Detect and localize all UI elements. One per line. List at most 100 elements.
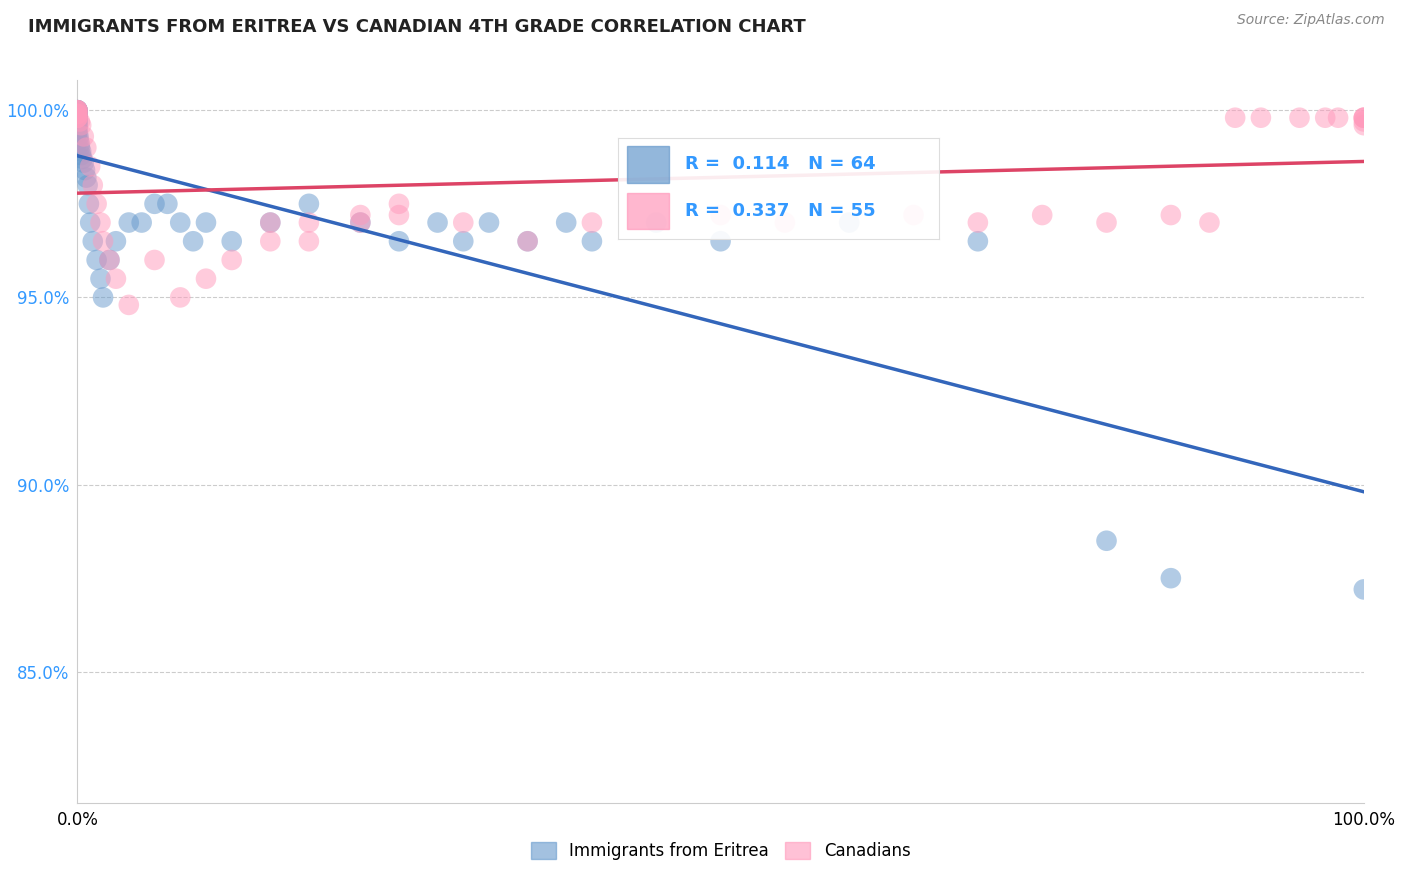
Point [86, 196, 108, 211]
Point [104, 234, 127, 248]
Point [426, 215, 449, 229]
Point [581, 234, 603, 248]
Point [1353, 111, 1375, 125]
Point [967, 215, 990, 229]
Point [169, 215, 191, 229]
Point [453, 234, 475, 248]
Bar [627, 146, 669, 183]
Point [76, 178, 98, 193]
Point [66, 114, 89, 128]
Point [143, 196, 166, 211]
Point [66, 114, 89, 128]
Point [66, 126, 89, 140]
Point [79, 160, 101, 174]
Point [259, 215, 281, 229]
Point [259, 215, 281, 229]
Point [388, 196, 411, 211]
Point [1223, 111, 1247, 125]
Legend: Immigrants from Eritrea, Canadians: Immigrants from Eritrea, Canadians [524, 835, 917, 867]
Point [66, 126, 89, 140]
Point [169, 290, 191, 304]
Point [1353, 111, 1375, 125]
Point [91, 290, 114, 304]
Point [298, 215, 321, 229]
Point [66, 118, 89, 132]
Point [66, 107, 89, 121]
Point [118, 298, 141, 312]
Point [221, 252, 243, 267]
Point [143, 252, 166, 267]
Point [221, 234, 243, 248]
Point [67, 129, 90, 144]
Point [516, 234, 538, 248]
Point [181, 234, 204, 248]
Point [66, 107, 89, 121]
Point [89, 271, 111, 285]
Point [70, 148, 93, 162]
Text: IMMIGRANTS FROM ERITREA VS CANADIAN 4TH GRADE CORRELATION CHART: IMMIGRANTS FROM ERITREA VS CANADIAN 4TH … [28, 18, 806, 36]
Point [388, 234, 411, 248]
Point [66, 118, 89, 132]
Point [710, 234, 733, 248]
Point [118, 215, 141, 229]
Point [1353, 114, 1375, 128]
Point [1250, 111, 1272, 125]
Bar [627, 193, 669, 229]
Point [710, 208, 733, 222]
Point [66, 103, 89, 118]
Point [89, 215, 111, 229]
Point [1288, 111, 1310, 125]
Point [104, 271, 127, 285]
Point [1031, 208, 1053, 222]
Point [75, 141, 97, 155]
Text: R =  0.114   N = 64: R = 0.114 N = 64 [685, 155, 876, 173]
Point [82, 178, 104, 193]
Point [66, 103, 89, 118]
Point [1095, 215, 1118, 229]
Point [70, 145, 93, 159]
Point [967, 234, 990, 248]
Point [66, 103, 89, 118]
Point [69, 114, 91, 128]
Point [66, 114, 89, 128]
Point [79, 215, 101, 229]
Point [86, 252, 108, 267]
Point [66, 111, 89, 125]
Point [66, 103, 89, 118]
Point [73, 155, 96, 169]
Point [73, 163, 96, 178]
Point [66, 111, 89, 125]
Point [67, 133, 90, 147]
Point [98, 252, 121, 267]
Point [66, 122, 89, 136]
Point [1353, 582, 1375, 597]
Point [75, 170, 97, 185]
Point [349, 215, 371, 229]
Point [773, 215, 796, 229]
Point [1315, 111, 1337, 125]
Point [66, 122, 89, 136]
Point [66, 103, 89, 118]
Point [259, 234, 281, 248]
Point [66, 107, 89, 121]
Point [388, 208, 411, 222]
Point [91, 234, 114, 248]
Point [66, 118, 89, 132]
Point [1353, 118, 1375, 132]
Point [1095, 533, 1118, 548]
Point [66, 107, 89, 121]
Point [77, 196, 100, 211]
Point [194, 215, 217, 229]
Point [66, 103, 89, 118]
Text: Source: ZipAtlas.com: Source: ZipAtlas.com [1237, 13, 1385, 28]
Point [838, 215, 860, 229]
Point [66, 111, 89, 125]
Point [1160, 571, 1182, 585]
Point [156, 196, 179, 211]
Point [70, 118, 93, 132]
Point [72, 152, 94, 166]
Point [1353, 111, 1375, 125]
Point [555, 215, 578, 229]
Point [66, 111, 89, 125]
Point [1198, 215, 1220, 229]
